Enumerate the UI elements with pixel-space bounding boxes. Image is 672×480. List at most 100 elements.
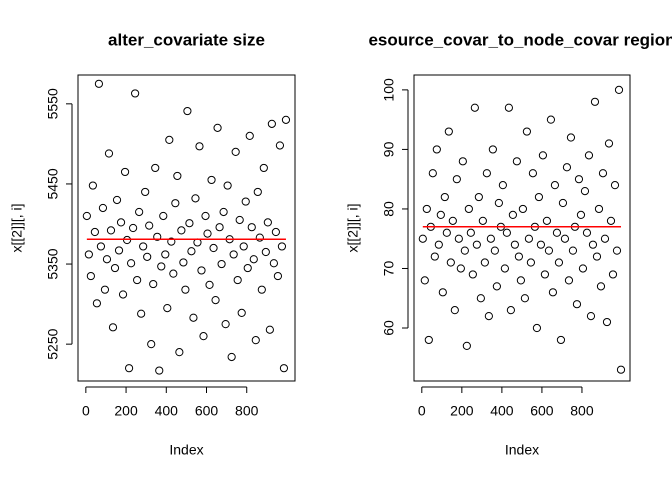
point (110, 263, 120, 273)
point (84, 250, 93, 259)
point (428, 169, 437, 178)
point (440, 192, 449, 202)
point (213, 123, 222, 132)
point (241, 197, 250, 206)
point (245, 131, 254, 140)
plot-frame (77, 74, 296, 382)
point (564, 276, 574, 285)
point (584, 151, 594, 160)
point (478, 216, 487, 225)
point (606, 216, 616, 225)
point (612, 246, 622, 255)
point (456, 264, 465, 273)
point (171, 199, 180, 208)
point (558, 198, 568, 208)
x-tick-label: 800 (570, 403, 594, 419)
point (217, 259, 226, 269)
chart-title: esource_covar_to_node_covar region (368, 30, 672, 49)
point (518, 204, 528, 214)
x-tick-label: 200 (114, 403, 138, 419)
point (279, 364, 289, 373)
point (482, 169, 491, 178)
point (586, 312, 596, 321)
point (490, 246, 499, 255)
point (562, 163, 572, 172)
point (219, 207, 228, 217)
point (102, 255, 112, 264)
plot-frame (413, 74, 631, 382)
point (418, 234, 427, 243)
point (122, 235, 132, 245)
point (454, 234, 463, 243)
point (259, 163, 268, 173)
point (542, 216, 552, 225)
point (199, 332, 208, 341)
point (510, 240, 519, 249)
point (147, 340, 156, 349)
point (201, 211, 210, 221)
point (544, 246, 554, 255)
point (227, 352, 236, 362)
point (151, 163, 160, 173)
point (257, 285, 266, 294)
point (163, 304, 172, 313)
point (187, 247, 196, 256)
point (189, 313, 198, 322)
point (442, 228, 451, 237)
y-tick-label: 60 (381, 320, 397, 336)
point (552, 228, 562, 237)
point (139, 242, 148, 251)
point (502, 228, 511, 237)
point (185, 219, 194, 228)
point (263, 218, 272, 227)
point (448, 216, 457, 225)
point (177, 226, 186, 235)
x-tick-label: 0 (418, 403, 426, 419)
point (580, 186, 590, 196)
point (594, 204, 604, 214)
y-tick-label: 5550 (45, 88, 61, 119)
point (532, 323, 542, 333)
y-tick-label: 70 (381, 260, 397, 276)
x-tick-label: 400 (490, 403, 514, 419)
point (235, 215, 244, 225)
x-tick-label: 200 (450, 403, 474, 419)
point (114, 246, 124, 255)
x-axis-label: Index (505, 442, 539, 458)
point (458, 157, 467, 166)
point (520, 294, 530, 303)
point (610, 181, 620, 190)
y-tick-label: 5450 (45, 168, 61, 199)
point (82, 211, 91, 221)
point (464, 204, 473, 214)
point (600, 234, 610, 243)
point (602, 317, 612, 327)
y-tick-label: 5350 (45, 248, 61, 279)
point (157, 262, 166, 271)
point (118, 290, 128, 299)
y-tick-label: 100 (381, 78, 397, 102)
point (100, 285, 110, 294)
point (223, 181, 232, 190)
point (498, 181, 507, 190)
point (508, 210, 517, 220)
point (588, 240, 598, 249)
point (197, 266, 206, 275)
point (253, 187, 262, 197)
point (96, 242, 106, 251)
chart-title: alter_covariate size (108, 30, 265, 49)
point (255, 233, 264, 242)
y-axis-label: x[[2]][, i] (9, 203, 25, 252)
point (159, 211, 168, 221)
point (271, 227, 280, 237)
point (191, 194, 200, 203)
point (135, 207, 144, 217)
point (205, 280, 214, 289)
point (422, 204, 431, 214)
point (450, 306, 459, 315)
point (494, 198, 503, 208)
point (434, 240, 443, 249)
point (500, 264, 509, 273)
point (169, 269, 178, 278)
